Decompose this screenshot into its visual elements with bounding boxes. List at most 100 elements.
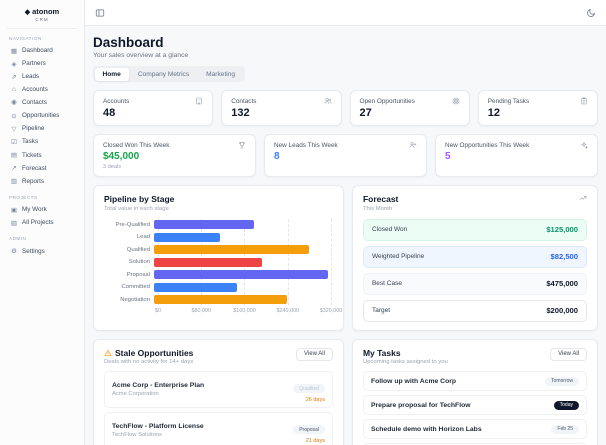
stat-value: 27: [359, 107, 372, 119]
stale-opportunity-row[interactable]: TechFlow - Platform License TechFlow Solu…: [104, 412, 333, 445]
forecast-row-label: Closed Won: [371, 226, 408, 233]
sidebar-section-label: Admin: [9, 236, 27, 242]
sidebar-item-my-work[interactable]: ▣ My Work: [7, 203, 77, 216]
tasks-view-all-button[interactable]: View All: [550, 347, 587, 361]
building-icon: [195, 97, 203, 105]
sidebar-item-partners[interactable]: ◈ Partners: [7, 57, 77, 70]
stage-badge: Proposal: [293, 425, 325, 434]
topbar: [85, 0, 606, 26]
settings-icon: ⚙: [11, 248, 17, 256]
user-plus-icon: [409, 141, 417, 149]
dashboard-content: Dashboard Your sales overview at a glanc…: [85, 26, 606, 445]
tab-company-metrics[interactable]: Company Metrics: [137, 70, 190, 78]
chart-bar-negotiation: [154, 295, 287, 305]
highlight-label: Closed Won This Week: [103, 141, 170, 149]
forecast-title: Forecast: [362, 194, 399, 204]
task-row[interactable]: Schedule demo with Horizon Labs Feb 25: [362, 419, 587, 439]
stale-view-all-button[interactable]: View All: [296, 347, 333, 361]
forecast-row-value: $82,500: [550, 252, 578, 261]
app-logo: ◆ atonom CRM: [7, 7, 77, 29]
task-row[interactable]: Prepare proposal for TechFlow Today: [362, 395, 587, 415]
chart-bar-solution: [154, 257, 262, 267]
theme-toggle-moon-icon[interactable]: [586, 8, 596, 18]
all-projects-icon: ▧: [10, 219, 18, 227]
highlight-label: New Leads This Week: [274, 141, 338, 149]
pipeline-subtitle: Total value in each stage: [104, 205, 169, 212]
stat-value: 48: [103, 107, 116, 119]
chart-category-label: Committed: [121, 284, 150, 291]
stats-row: Accounts 48 Contacts 132 Open Opportunities 2…: [93, 90, 598, 126]
reports-icon: ▥: [10, 178, 18, 186]
sidebar-item-reports[interactable]: ▥ Reports: [7, 175, 77, 188]
highlight-card-closed-won-this-week: Closed Won This Week $45,000 3 deals: [93, 134, 256, 177]
stat-label: Accounts: [103, 97, 130, 105]
main-area: Dashboard Your sales overview at a glanc…: [85, 0, 606, 445]
stale-opportunity-row[interactable]: Acme Corp - Enterprise Plan Acme Corporat…: [104, 371, 333, 408]
highlight-value: $45,000: [103, 151, 140, 162]
forecast-row-value: $125,000: [546, 225, 578, 234]
tab-marketing[interactable]: Marketing: [206, 70, 236, 78]
sidebar-item-label: Forecast: [22, 164, 47, 172]
stat-card-accounts: Accounts 48: [93, 90, 214, 126]
task-due-badge: Today: [553, 400, 579, 410]
pipeline-chart: Pre-Qualified Lead Qualified Solution Propos…: [104, 218, 342, 317]
chart-category-label: Lead: [136, 234, 150, 241]
sidebar-toggle-icon[interactable]: [95, 8, 105, 18]
trophy-icon: [238, 141, 246, 149]
forecast-row-weighted-pipeline: Weighted Pipeline $82,500: [362, 245, 587, 268]
sidebar-item-forecast[interactable]: ↗ Forecast: [7, 162, 77, 175]
pipeline-icon: ▽: [11, 125, 17, 133]
highlight-label: New Opportunities This Week: [445, 141, 530, 149]
sidebar-item-accounts[interactable]: ⌂ Accounts: [7, 84, 77, 96]
sidebar-item-label: Settings: [22, 247, 45, 255]
pipeline-panel: Pipeline by Stage Total value in each st…: [93, 185, 344, 331]
tasks-icon: ☑: [11, 138, 17, 146]
sidebar-item-contacts[interactable]: ◉ Contacts: [7, 96, 77, 109]
sidebar-item-dashboard[interactable]: ▦ Dashboard: [7, 44, 77, 57]
chart-tick-label: $320,000: [319, 308, 343, 314]
chart-category-label: Qualified: [126, 246, 150, 253]
sidebar-item-label: Contacts: [22, 98, 47, 106]
sidebar-item-settings[interactable]: ⚙ Settings: [7, 244, 77, 257]
chart-row-qualified: Qualified: [104, 244, 333, 257]
sidebar-item-opportunities[interactable]: ⊙ Opportunities: [7, 109, 77, 122]
sidebar-item-leads[interactable]: ⇗ Leads: [7, 70, 77, 83]
sidebar-item-tickets[interactable]: ▤ Tickets: [7, 149, 77, 162]
opportunity-name: Acme Corp - Enterprise Plan: [112, 382, 205, 390]
task-row[interactable]: Follow up with Acme Corp Tomorrow: [362, 371, 587, 391]
tasks-title: My Tasks: [362, 347, 401, 358]
sidebar: ◆ atonom CRM Navigation ▦ Dashboard ◈ Partne…: [0, 0, 85, 445]
tickets-icon: ▤: [10, 152, 18, 160]
tasks-subtitle: Upcoming tasks assigned to you: [362, 359, 448, 365]
stat-card-contacts: Contacts 132: [221, 90, 342, 126]
chart-category-label: Proposal: [126, 271, 150, 278]
forecast-row-label: Weighted Pipeline: [371, 253, 425, 260]
middle-panels: Pipeline by Stage Total value in each st…: [93, 185, 598, 331]
sidebar-item-label: Tickets: [22, 151, 42, 159]
sidebar-item-tasks[interactable]: ☑ Tasks: [7, 135, 77, 148]
sparkles-icon: [580, 141, 588, 149]
sidebar-item-label: Leads: [22, 73, 40, 81]
sidebar-item-label: Tasks: [22, 138, 39, 146]
sidebar-item-pipeline[interactable]: ▽ Pipeline: [7, 122, 77, 135]
highlight-note: [445, 164, 588, 170]
sidebar-item-all-projects[interactable]: ▧ All Projects: [7, 216, 77, 229]
task-name: Schedule demo with Horizon Labs: [370, 425, 482, 433]
task-name: Follow up with Acme Corp: [370, 377, 457, 385]
sidebar-item-label: Dashboard: [22, 47, 53, 55]
target-icon: [452, 97, 460, 105]
highlight-value: 8: [274, 151, 280, 162]
sidebar-item-label: Opportunities: [22, 112, 60, 120]
stage-badge: Qualified: [293, 384, 325, 393]
task-name: Prepare proposal for TechFlow: [370, 401, 471, 409]
stat-value: 132: [231, 107, 250, 119]
forecast-row-value: $475,000: [546, 279, 578, 288]
stat-label: Contacts: [231, 97, 257, 105]
chart-x-axis: $0 $80,000 $160,000 $240,000 $320,000: [155, 306, 342, 316]
forecast-row-target: Target $200,000: [362, 299, 587, 322]
chart-bar-qualified: [154, 245, 309, 255]
tab-home[interactable]: Home: [94, 67, 129, 81]
chart-track: [154, 232, 331, 242]
chart-tick-label: $240,000: [276, 308, 299, 314]
task-due-badge: Feb 25: [551, 424, 579, 434]
